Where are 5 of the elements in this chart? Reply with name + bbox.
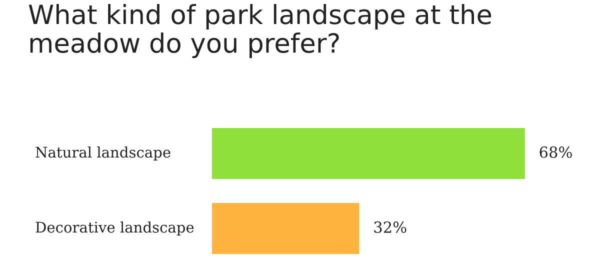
chart-title: What kind of park landscape at the meadow do you prefer? <box>28 4 492 58</box>
y-tick-label: Natural landscape <box>36 146 170 161</box>
data-label: 32% <box>374 221 406 233</box>
data-label: 68% <box>540 146 572 158</box>
y-tick-label: Decorative landscape <box>36 221 194 236</box>
